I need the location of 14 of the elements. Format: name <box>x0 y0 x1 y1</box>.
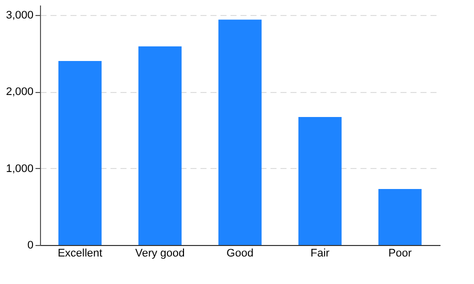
x-tick-label: Poor <box>388 248 412 260</box>
x-tick-label: Good <box>226 248 254 260</box>
x-tick-label: Very good <box>135 248 185 260</box>
y-tick-label: 3,000 <box>6 9 34 22</box>
y-tick-label: 2,000 <box>6 86 34 98</box>
bar <box>378 189 422 245</box>
x-tick-label: Excellent <box>58 248 102 260</box>
y-tick-label: 0 <box>27 240 34 252</box>
bar <box>58 60 102 245</box>
y-tick-label: 1,000 <box>6 162 34 175</box>
bar <box>298 116 342 245</box>
bar <box>138 46 182 245</box>
x-tick-label: Fair <box>310 248 330 260</box>
bar <box>218 20 262 245</box>
